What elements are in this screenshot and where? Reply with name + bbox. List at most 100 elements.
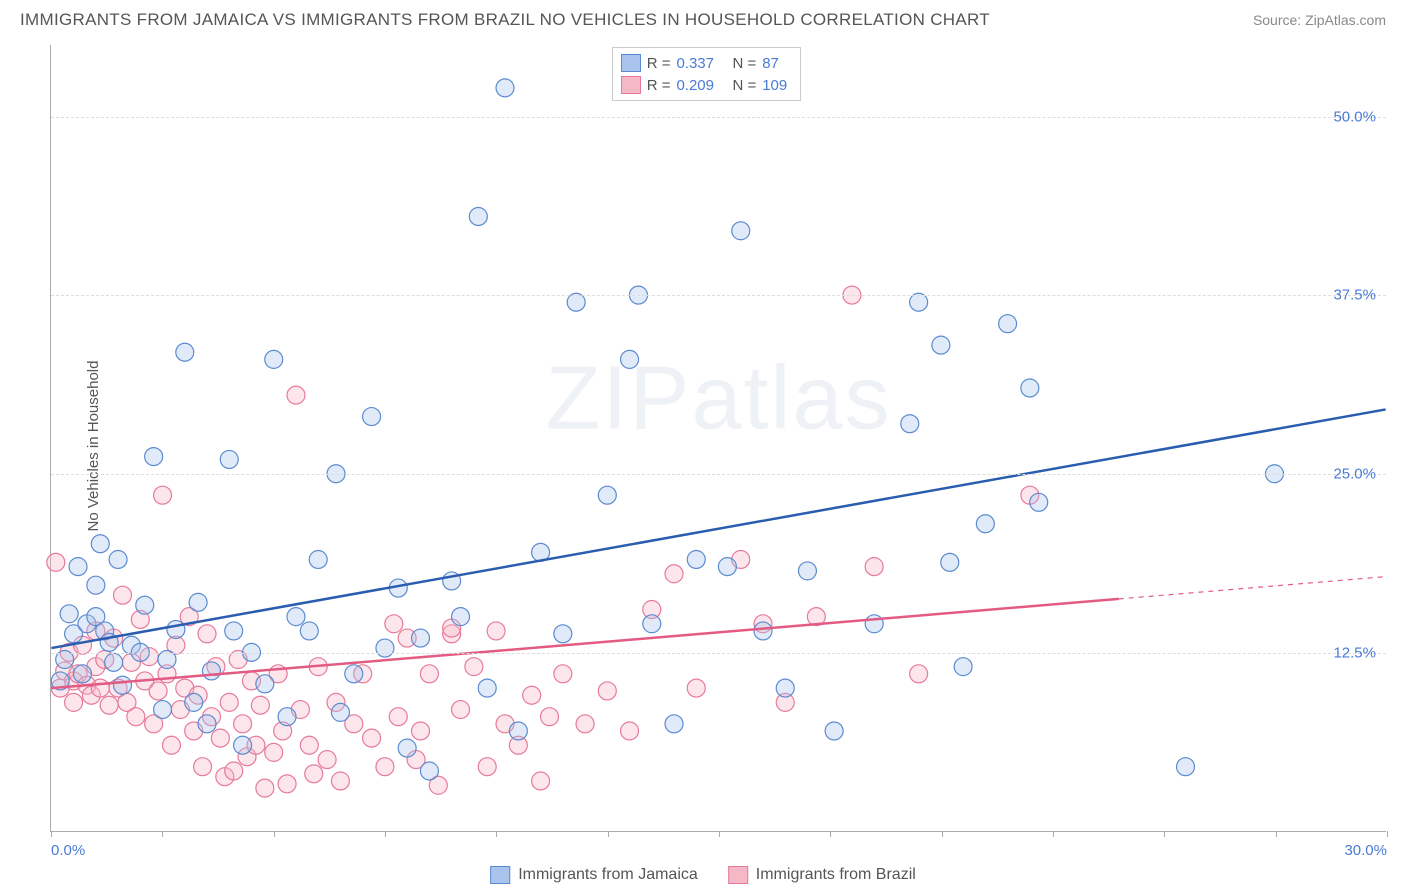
- stat-r-label: R =: [647, 77, 671, 94]
- data-point: [776, 679, 794, 697]
- data-point: [999, 315, 1017, 333]
- data-point: [91, 535, 109, 553]
- data-point: [665, 565, 683, 583]
- stat-r-value: 0.209: [676, 77, 726, 94]
- legend-stat-row: R =0.337N =87: [621, 52, 793, 74]
- xtick: [1164, 831, 1165, 837]
- data-point: [621, 722, 639, 740]
- xtick: [719, 831, 720, 837]
- data-point: [194, 758, 212, 776]
- data-point: [665, 715, 683, 733]
- data-point: [452, 701, 470, 719]
- data-point: [305, 765, 323, 783]
- stat-n-label: N =: [732, 55, 756, 72]
- data-point: [256, 675, 274, 693]
- legend-label: Immigrants from Jamaica: [518, 866, 698, 884]
- data-point: [363, 408, 381, 426]
- data-point: [420, 665, 438, 683]
- data-point: [540, 708, 558, 726]
- legend-item: Immigrants from Brazil: [728, 866, 916, 884]
- data-point: [114, 586, 132, 604]
- data-point: [469, 208, 487, 226]
- data-point: [91, 679, 109, 697]
- data-point: [420, 762, 438, 780]
- data-point: [941, 553, 959, 571]
- data-point: [87, 576, 105, 594]
- data-point: [198, 625, 216, 643]
- data-point: [198, 715, 216, 733]
- data-point: [398, 739, 416, 757]
- data-point: [309, 550, 327, 568]
- data-point: [69, 558, 87, 576]
- data-point: [385, 615, 403, 633]
- legend-swatch: [621, 54, 641, 72]
- gridline: [51, 474, 1386, 475]
- data-point: [176, 343, 194, 361]
- trend-line: [51, 409, 1385, 648]
- data-point: [389, 708, 407, 726]
- data-point: [265, 350, 283, 368]
- plot-area: ZIPatlas R =0.337N =87R =0.209N =109 12.…: [50, 45, 1386, 832]
- chart-title: IMMIGRANTS FROM JAMAICA VS IMMIGRANTS FR…: [20, 10, 990, 30]
- data-point: [523, 686, 541, 704]
- data-point: [149, 682, 167, 700]
- data-point: [225, 622, 243, 640]
- data-point: [554, 665, 572, 683]
- ytick-label: 12.5%: [1333, 645, 1376, 662]
- data-point: [687, 679, 705, 697]
- data-point: [554, 625, 572, 643]
- data-point: [532, 772, 550, 790]
- data-point: [234, 715, 252, 733]
- data-point: [487, 622, 505, 640]
- data-point: [256, 779, 274, 797]
- data-point: [376, 758, 394, 776]
- data-point: [278, 775, 296, 793]
- data-point: [345, 665, 363, 683]
- gridline: [51, 295, 1386, 296]
- xtick: [385, 831, 386, 837]
- data-point: [412, 722, 430, 740]
- data-point: [202, 662, 220, 680]
- data-point: [732, 222, 750, 240]
- data-point: [234, 736, 252, 754]
- data-point: [465, 658, 483, 676]
- legend-swatch: [621, 76, 641, 94]
- data-point: [211, 729, 229, 747]
- stat-r-label: R =: [647, 55, 671, 72]
- data-point: [136, 596, 154, 614]
- data-point: [127, 708, 145, 726]
- data-point: [189, 593, 207, 611]
- ytick-label: 25.0%: [1333, 466, 1376, 483]
- data-point: [145, 448, 163, 466]
- data-point: [278, 708, 296, 726]
- data-point: [225, 762, 243, 780]
- data-point: [901, 415, 919, 433]
- data-point: [265, 743, 283, 761]
- data-point: [376, 639, 394, 657]
- xtick: [942, 831, 943, 837]
- data-point: [220, 450, 238, 468]
- xtick: [274, 831, 275, 837]
- data-point: [865, 558, 883, 576]
- stat-n-label: N =: [732, 77, 756, 94]
- legend-swatch: [728, 866, 748, 884]
- data-point: [105, 653, 123, 671]
- data-point: [331, 703, 349, 721]
- legend-item: Immigrants from Jamaica: [490, 866, 698, 884]
- data-point: [100, 696, 118, 714]
- data-point: [478, 679, 496, 697]
- data-point: [621, 350, 639, 368]
- data-point: [154, 486, 172, 504]
- series-legend: Immigrants from Jamaica Immigrants from B…: [490, 866, 916, 884]
- data-point: [754, 622, 772, 640]
- data-point: [718, 558, 736, 576]
- data-point: [318, 751, 336, 769]
- data-point: [300, 736, 318, 754]
- correlation-legend: R =0.337N =87R =0.209N =109: [612, 47, 802, 101]
- data-point: [687, 550, 705, 568]
- xtick-label: 30.0%: [1344, 842, 1387, 859]
- data-point: [825, 722, 843, 740]
- legend-stat-row: R =0.209N =109: [621, 74, 793, 96]
- data-point: [167, 621, 185, 639]
- data-point: [300, 622, 318, 640]
